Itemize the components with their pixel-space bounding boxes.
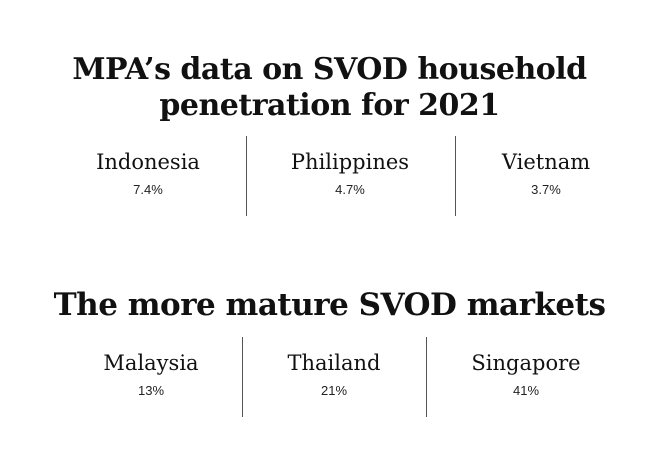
stat-value: 21% (320, 383, 348, 398)
section-title-svod-penetration: MPA’s data on SVOD household penetration… (0, 52, 659, 124)
stat-malaysia: Malaysia 13% (71, 337, 231, 417)
column-divider (426, 337, 427, 417)
stat-value: 4.7% (335, 182, 365, 197)
title-line: MPA’s data on SVOD household (72, 52, 587, 87)
stat-value: 41% (512, 383, 540, 398)
stat-indonesia: Indonesia 7.4% (68, 136, 228, 216)
stats-row-mature-markets: Malaysia 13% Thailand 21% Singapore 41% (0, 337, 659, 417)
stat-label: Indonesia (96, 150, 200, 174)
stat-value: 3.7% (531, 182, 561, 197)
column-divider (242, 337, 243, 417)
stat-label: Malaysia (103, 351, 199, 375)
stat-value: 13% (137, 383, 165, 398)
stat-label: Philippines (290, 150, 410, 174)
section-title-mature-markets: The more mature SVOD markets (53, 287, 606, 323)
column-divider (455, 136, 456, 216)
stat-philippines: Philippines 4.7% (270, 136, 430, 216)
column-divider (246, 136, 247, 216)
stat-singapore: Singapore 41% (446, 337, 606, 417)
stat-label: Singapore (471, 351, 581, 375)
stat-thailand: Thailand 21% (254, 337, 414, 417)
title-line: penetration for 2021 (159, 88, 500, 123)
stat-label: Thailand (287, 351, 381, 375)
stat-label: Vietnam (501, 150, 591, 174)
stat-vietnam: Vietnam 3.7% (466, 136, 626, 216)
stat-value: 7.4% (133, 182, 163, 197)
stats-row-svod-penetration: Indonesia 7.4% Philippines 4.7% Vietnam … (0, 136, 659, 216)
